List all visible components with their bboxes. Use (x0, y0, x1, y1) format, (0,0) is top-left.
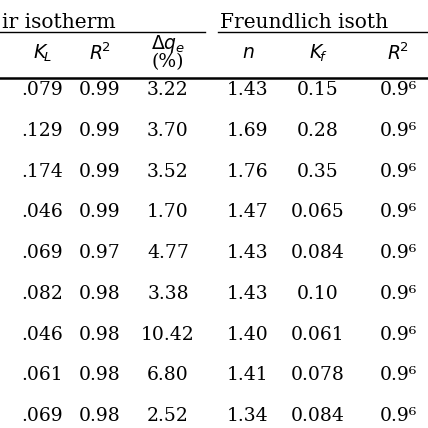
Text: 1.43: 1.43 (227, 81, 269, 99)
Text: 0.9⁶: 0.9⁶ (379, 163, 416, 181)
Text: 1.41: 1.41 (227, 366, 269, 384)
Text: .046: .046 (21, 203, 63, 221)
Text: $\mathit{K}_{\!f}$: $\mathit{K}_{\!f}$ (309, 42, 327, 64)
Text: 0.061: 0.061 (291, 326, 345, 344)
Text: 0.084: 0.084 (291, 244, 345, 262)
Text: 2.52: 2.52 (147, 407, 189, 425)
Text: $\mathit{R}^{\!2}$: $\mathit{R}^{\!2}$ (89, 42, 111, 64)
Text: 1.76: 1.76 (227, 163, 269, 181)
Text: 0.97: 0.97 (79, 244, 121, 262)
Text: 0.98: 0.98 (79, 285, 121, 303)
Text: 1.69: 1.69 (227, 122, 269, 140)
Text: 0.99: 0.99 (79, 163, 121, 181)
Text: 0.065: 0.065 (291, 203, 345, 221)
Text: .079: .079 (21, 81, 63, 99)
Text: 0.9⁶: 0.9⁶ (379, 366, 416, 384)
Text: 0.9⁶: 0.9⁶ (379, 81, 416, 99)
Text: $\mathit{K}_{\!L}$: $\mathit{K}_{\!L}$ (33, 42, 51, 64)
Text: 0.9⁶: 0.9⁶ (379, 326, 416, 344)
Text: $\mathit{R}^{\!2}$: $\mathit{R}^{\!2}$ (387, 42, 409, 64)
Text: (%): (%) (152, 53, 184, 71)
Text: 1.43: 1.43 (227, 244, 269, 262)
Text: Freundlich isoth: Freundlich isoth (220, 13, 388, 32)
Text: 4.77: 4.77 (147, 244, 189, 262)
Text: ir isotherm: ir isotherm (2, 13, 116, 32)
Text: .046: .046 (21, 326, 63, 344)
Text: 0.98: 0.98 (79, 366, 121, 384)
Text: 0.9⁶: 0.9⁶ (379, 203, 416, 221)
Text: 0.98: 0.98 (79, 326, 121, 344)
Text: 3.38: 3.38 (147, 285, 189, 303)
Text: 0.15: 0.15 (297, 81, 339, 99)
Text: .061: .061 (21, 366, 63, 384)
Text: 6.80: 6.80 (147, 366, 189, 384)
Text: 1.34: 1.34 (227, 407, 269, 425)
Text: 0.99: 0.99 (79, 81, 121, 99)
Text: 0.9⁶: 0.9⁶ (379, 244, 416, 262)
Text: 0.9⁶: 0.9⁶ (379, 285, 416, 303)
Text: 0.99: 0.99 (79, 122, 121, 140)
Text: .082: .082 (21, 285, 63, 303)
Text: 0.078: 0.078 (291, 366, 345, 384)
Text: 1.43: 1.43 (227, 285, 269, 303)
Text: 1.40: 1.40 (227, 326, 269, 344)
Text: .129: .129 (21, 122, 63, 140)
Text: 3.22: 3.22 (147, 81, 189, 99)
Text: 10.42: 10.42 (141, 326, 195, 344)
Text: 1.47: 1.47 (227, 203, 269, 221)
Text: 0.98: 0.98 (79, 407, 121, 425)
Text: .069: .069 (21, 407, 63, 425)
Text: 0.084: 0.084 (291, 407, 345, 425)
Text: 0.35: 0.35 (297, 163, 339, 181)
Text: $\Delta\mathit{q}_{e}$: $\Delta\mathit{q}_{e}$ (151, 33, 185, 55)
Text: 3.52: 3.52 (147, 163, 189, 181)
Text: 0.9⁶: 0.9⁶ (379, 122, 416, 140)
Text: 0.10: 0.10 (297, 285, 339, 303)
Text: 0.28: 0.28 (297, 122, 339, 140)
Text: 1.70: 1.70 (147, 203, 189, 221)
Text: .174: .174 (21, 163, 63, 181)
Text: $\mathit{n}$: $\mathit{n}$ (242, 44, 254, 62)
Text: 3.70: 3.70 (147, 122, 189, 140)
Text: 0.99: 0.99 (79, 203, 121, 221)
Text: 0.9⁶: 0.9⁶ (379, 407, 416, 425)
Text: .069: .069 (21, 244, 63, 262)
